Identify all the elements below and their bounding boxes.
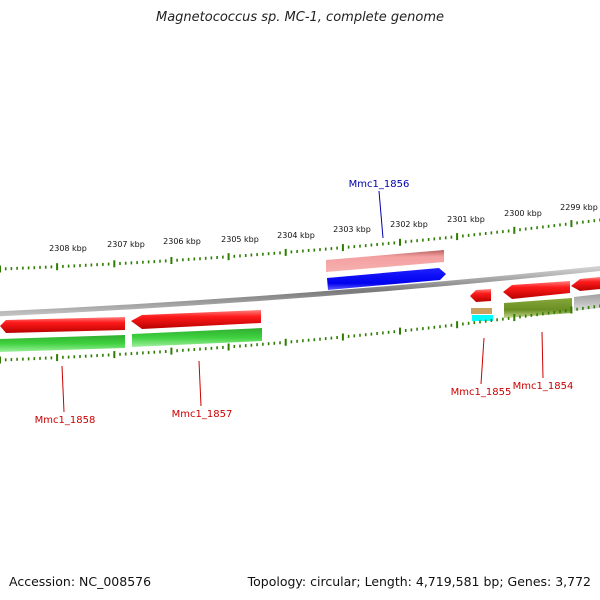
accession-text: Accession: NC_008576 [9, 574, 152, 589]
gene-1857-green-bar[interactable] [132, 328, 262, 347]
ruler-label: 2307 kbp [107, 240, 145, 249]
gene-label-mmc1-1854[interactable]: Mmc1_1854 [513, 381, 574, 392]
gene-1857-red-arrow[interactable] [131, 310, 261, 329]
gene-1855-cyan-bar[interactable] [472, 315, 493, 321]
ruler-labels: 2308 kbp 2307 kbp 2306 kbp 2305 kbp 2304 kbp… [49, 203, 598, 253]
gene-label-mmc1-1855[interactable]: Mmc1_1855 [451, 387, 512, 398]
gene-label-mmc1-1857[interactable]: Mmc1_1857 [172, 409, 233, 420]
gene-1858-green-bar[interactable] [0, 335, 125, 352]
gene-1858-red-arrow[interactable] [0, 317, 125, 333]
gene-1853-red-arrow[interactable] [571, 277, 600, 291]
gene-label-mmc1-1856[interactable]: Mmc1_1856 [349, 179, 410, 190]
genome-info-text: Topology: circular; Length: 4,719,581 bp… [247, 574, 591, 589]
leader-1857 [198, 360, 202, 407]
gene-1854-red-arrow[interactable] [503, 281, 570, 299]
ruler-label: 2299 kbp [560, 203, 598, 212]
ruler-label: 2303 kbp [333, 225, 371, 234]
outer-tick-ring [0, 218, 600, 273]
ruler-label: 2300 kbp [504, 209, 542, 218]
gene-1855-tan-bar[interactable] [471, 308, 492, 314]
ruler-label: 2308 kbp [49, 244, 87, 253]
inner-tick-ring [0, 304, 600, 364]
gene-1853-gray-bar[interactable] [574, 294, 600, 311]
ruler-label: 2306 kbp [163, 237, 201, 246]
ruler-label: 2305 kbp [221, 235, 259, 244]
ruler-label: 2304 kbp [277, 231, 315, 240]
gene-1855-red-arrow[interactable] [470, 289, 491, 302]
ruler-label: 2302 kbp [390, 220, 428, 229]
leader-1856 [378, 190, 384, 239]
gene-1856-pink-bar[interactable] [326, 250, 444, 272]
ruler-label: 2301 kbp [447, 215, 485, 224]
gene-label-mmc1-1858[interactable]: Mmc1_1858 [35, 415, 96, 426]
leader-1855 [480, 337, 485, 385]
gene-1856-blue-arrow[interactable] [327, 268, 446, 290]
leader-1858 [61, 365, 65, 413]
map-title: Magnetococcus sp. MC-1, complete genome [155, 10, 445, 25]
genome-backbone [0, 266, 600, 317]
leader-1854 [541, 331, 544, 379]
